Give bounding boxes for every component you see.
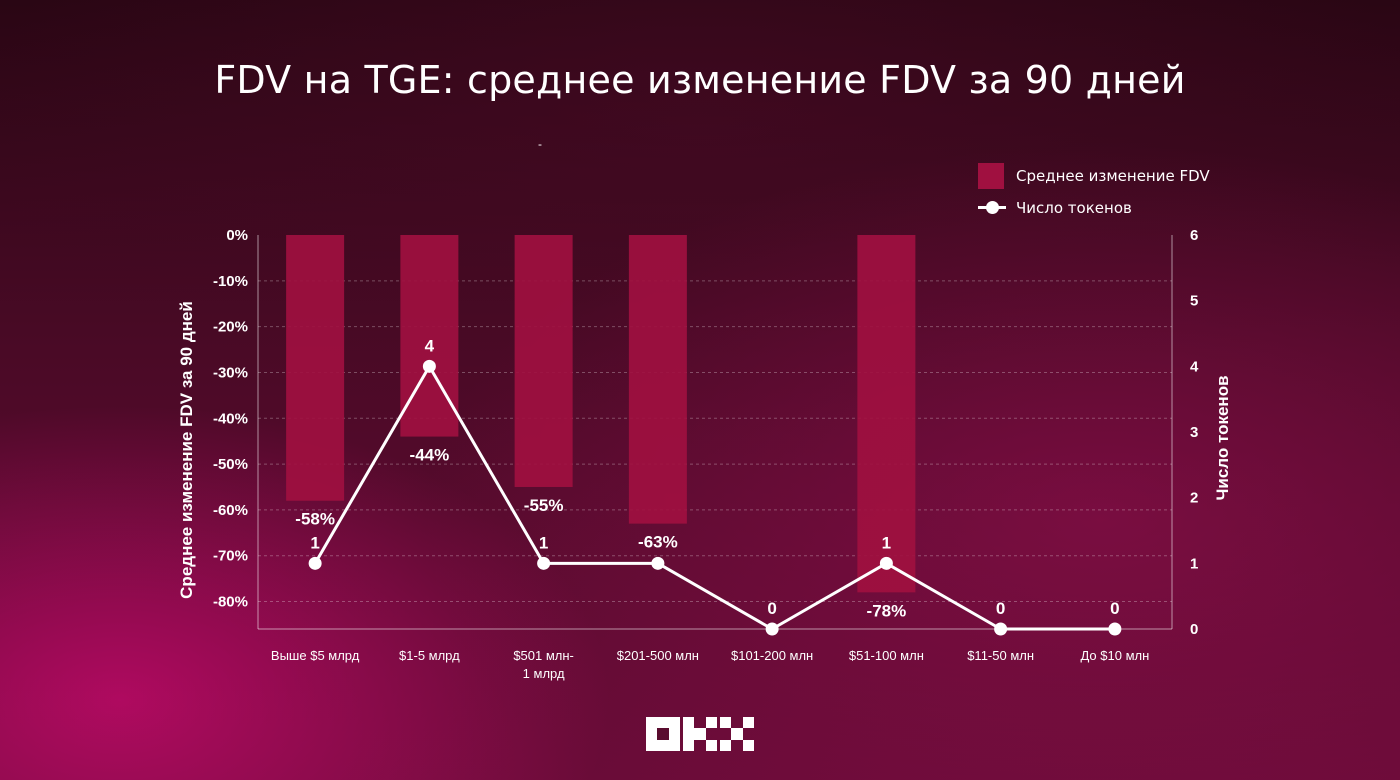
y-left-tick-label: -40% (213, 410, 248, 427)
legend: Среднее изменение FDV Число токенов (978, 160, 1210, 224)
line-path (313, 364, 1115, 631)
y-left-tick-label: -80% (213, 594, 248, 611)
chart-title: FDV на TGE: среднее изменение FDV за 90 … (214, 58, 1186, 102)
line-series (308, 359, 1122, 636)
x-tick-label: $101-200 млн (731, 648, 813, 663)
x-tick-label-line: $11-50 млн (967, 648, 1034, 663)
y-left-tick-label: -70% (213, 548, 248, 565)
x-tick-label-line: $501 млн- (513, 648, 574, 663)
axes: 0% -10% -20% -30% -40% -50% -60% -70% -80% 0 1 2 3 4 5… (177, 227, 1232, 681)
y-left-tick-label: 0% (226, 227, 248, 244)
labels: -58% -44% -55% -63% -78% 1 4 1 0 1 0 0 (295, 336, 1119, 620)
bar-value-label: -44% (410, 446, 450, 465)
x-tick-label: Выше $5 млрд (271, 648, 360, 663)
bar-value-label: -58% (295, 510, 335, 529)
bar-value-label: -63% (638, 533, 678, 552)
legend-item-line: Число токенов (978, 192, 1210, 224)
line-point (651, 556, 665, 570)
bar (857, 235, 916, 593)
x-tick-label: $1-5 млрд (399, 648, 460, 663)
y-right-tick-label: 5 (1190, 293, 1198, 310)
x-tick-label-line: 1 млрд (523, 666, 565, 681)
line-value-label: 0 (996, 599, 1005, 618)
bar (400, 235, 459, 437)
x-tick-label-line: $201-500 млн (617, 648, 699, 663)
bar (628, 235, 687, 524)
line-value-label: 0 (767, 599, 776, 618)
x-tick-label: $11-50 млн (967, 648, 1034, 663)
grid-lines (258, 280, 1172, 603)
x-tick-label: $501 млн- 1 млрд (513, 648, 574, 681)
y-right-tick-label: 1 (1190, 555, 1198, 572)
bars (286, 235, 916, 593)
legend-item-bars: Среднее изменение FDV (978, 160, 1210, 192)
y-left-tick-label: -20% (213, 319, 248, 336)
line-value-label: 4 (425, 336, 435, 355)
y-right-tick-label: 4 (1190, 358, 1199, 375)
x-tick-label-line: Выше $5 млрд (271, 648, 360, 663)
bar-value-label: -55% (524, 496, 564, 515)
y-left-tick-label: -50% (213, 456, 248, 473)
line-point (879, 556, 893, 570)
legend-line-marker (978, 195, 1006, 221)
y-left-tick-label: -60% (213, 502, 248, 519)
legend-line-label: Число токенов (1016, 199, 1132, 217)
y-right-tick-label: 0 (1190, 621, 1198, 638)
x-tick-label-line: До $10 млн (1080, 648, 1149, 663)
subtitle-mark: - (538, 137, 542, 151)
x-tick-label-line: $51-100 млн (849, 648, 924, 663)
bar (514, 235, 573, 487)
x-tick-label-line: $101-200 млн (731, 648, 813, 663)
y-right-axis-title: Число токенов (1213, 375, 1232, 500)
y-left-tick-label: -30% (213, 364, 248, 381)
bar-value-label: -78% (867, 601, 907, 620)
line-point (994, 622, 1008, 636)
legend-bar-swatch (978, 163, 1004, 189)
okx-logo (646, 717, 754, 751)
line-point (308, 556, 322, 570)
y-right-tick-label: 6 (1190, 227, 1198, 244)
line-point (1108, 622, 1122, 636)
line-value-label: 1 (539, 533, 548, 552)
line-point (765, 622, 779, 636)
x-tick-label: До $10 млн (1080, 648, 1149, 663)
bar (286, 235, 345, 501)
legend-bars-label: Среднее изменение FDV (1016, 167, 1210, 185)
x-tick-label-line: $1-5 млрд (399, 648, 460, 663)
y-right-tick-label: 3 (1190, 424, 1198, 441)
line-value-label: 0 (1110, 599, 1119, 618)
y-left-tick-label: -10% (213, 273, 248, 290)
x-tick-label: $51-100 млн (849, 648, 924, 663)
y-right-tick-label: 2 (1190, 490, 1198, 507)
y-left-axis-title: Среднее изменение FDV за 90 дней (177, 301, 196, 599)
line-point (422, 359, 436, 373)
line-value-label: 1 (882, 533, 891, 552)
x-tick-label: $201-500 млн (617, 648, 699, 663)
line-value-label: 1 (310, 533, 319, 552)
line-point (537, 556, 551, 570)
